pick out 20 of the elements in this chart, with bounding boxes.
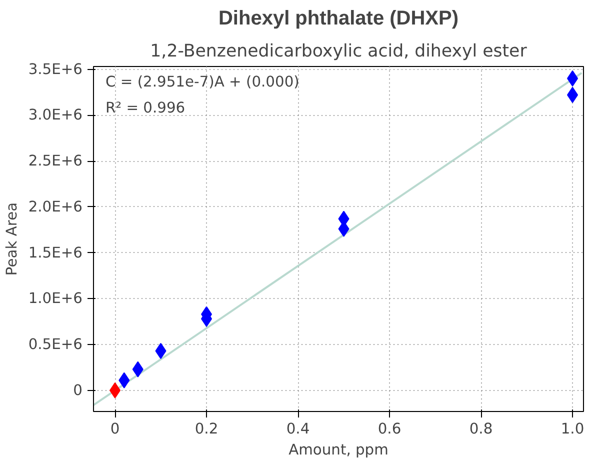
y-tick-label: 3.5E+6 bbox=[28, 60, 83, 78]
y-tick-label: 1.5E+6 bbox=[28, 244, 83, 262]
y-tick-label: 0 bbox=[73, 382, 83, 399]
y-tick-label: 1.0E+6 bbox=[28, 290, 83, 308]
x-tick-label: 0.4 bbox=[286, 420, 310, 438]
y-axis-title: Peak Area bbox=[3, 202, 20, 276]
chart-title: Dihexyl phthalate (DHXP) bbox=[218, 8, 459, 30]
x-axis-title: Amount, ppm bbox=[288, 442, 388, 458]
y-tick-label: 2.0E+6 bbox=[28, 198, 83, 216]
x-tick-label: 1.0 bbox=[560, 420, 584, 438]
chart-subtitle: 1,2-Benzenedicarboxylic acid, dihexyl ester bbox=[150, 42, 528, 62]
y-tick-label: 3.0E+6 bbox=[28, 106, 83, 124]
x-tick-label: 0.2 bbox=[194, 420, 218, 438]
annotation: R² = 0.996 bbox=[106, 99, 186, 116]
x-tick-label: 0 bbox=[110, 420, 120, 438]
annotation: C = (2.951e-7)A + (0.000) bbox=[106, 73, 300, 90]
y-tick-label: 0.5E+6 bbox=[28, 336, 83, 354]
y-tick-label: 2.5E+6 bbox=[28, 152, 83, 170]
x-tick-label: 0.8 bbox=[469, 420, 493, 438]
x-tick-label: 0.6 bbox=[378, 420, 402, 438]
